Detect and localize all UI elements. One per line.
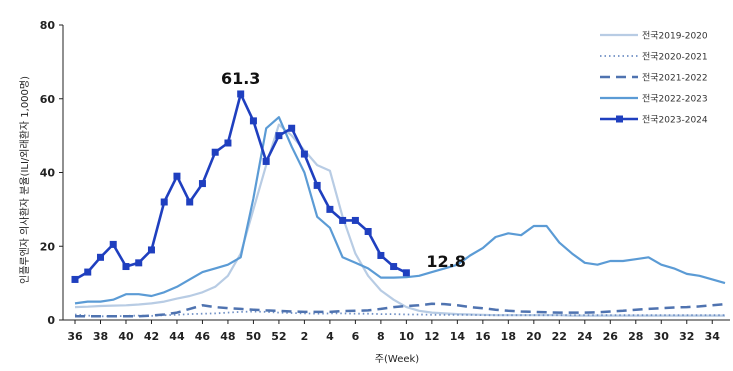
series-line-1: [74, 123, 725, 317]
x-tick-label: 14: [450, 330, 466, 343]
x-tick-label: 48: [220, 330, 235, 343]
data-point-marker: [96, 253, 104, 261]
data-point-marker: [198, 180, 206, 188]
x-axis-title: 주(Week): [375, 354, 419, 365]
y-tick-label: 60: [40, 93, 56, 106]
data-point-marker: [122, 263, 130, 271]
legend-label: 전국2021-2022: [642, 73, 708, 84]
data-point-marker: [109, 240, 117, 248]
annotation-label: 12.8: [426, 252, 465, 271]
data-point-marker: [173, 172, 181, 180]
x-tick-label: 42: [144, 330, 159, 343]
series-line-3: [75, 302, 726, 318]
data-point-marker: [71, 275, 79, 283]
data-point-marker: [249, 117, 257, 125]
x-tick-label: 12: [424, 330, 439, 343]
x-tick-label: 16: [475, 330, 491, 343]
x-tick-label: 8: [377, 330, 385, 343]
legend-label: 전국2022-2023: [642, 94, 708, 105]
x-tick-label: 26: [603, 330, 619, 343]
data-point-marker: [390, 263, 398, 271]
legend: 전국2019-2020 전국2020-2021 전국2021-2022 전국2022-…: [600, 31, 708, 126]
data-point-marker: [377, 251, 385, 259]
annotation-label: 61.3: [221, 69, 260, 88]
legend-marker: [616, 115, 623, 123]
x-tick-label: 38: [93, 330, 108, 343]
series-layer: [71, 90, 726, 318]
series-line-4: [74, 116, 726, 305]
x-tick-label: 36: [67, 330, 83, 343]
x-tick-label: 50: [246, 330, 262, 343]
series-line-2: [74, 310, 725, 318]
data-point-marker: [262, 157, 270, 165]
x-tick-label: 52: [271, 330, 286, 343]
data-point-marker: [135, 259, 143, 267]
data-point-marker: [147, 246, 155, 254]
legend-label: 전국2020-2021: [642, 52, 708, 63]
y-axis-title: 인플루엔자 의사환자 분율(ILI/외래환자 1,000명): [19, 76, 31, 284]
y-tick-label: 20: [40, 240, 56, 253]
x-tick-label: 40: [118, 330, 134, 343]
data-point-marker: [313, 181, 321, 189]
x-tick-label: 4: [326, 330, 334, 343]
annotations: 61.3 12.8: [221, 69, 466, 271]
data-point-marker: [351, 216, 359, 224]
y-tick-label: 40: [40, 167, 56, 180]
data-point-marker: [364, 228, 372, 235]
x-tick-label: 34: [705, 330, 721, 343]
y-tick-label: 0: [47, 314, 55, 327]
data-point-marker: [339, 216, 347, 224]
data-point-marker: [211, 148, 219, 156]
x-tick-label: 46: [195, 330, 211, 343]
legend-label: 전국2023-2024: [642, 115, 708, 126]
x-tick-label: 44: [169, 330, 185, 343]
data-point-marker: [300, 150, 308, 158]
data-point-marker: [224, 139, 232, 147]
x-tick-label: 6: [352, 330, 360, 343]
data-point-marker: [186, 198, 194, 206]
x-tick-label: 2: [301, 330, 309, 343]
x-tick-label: 32: [679, 330, 694, 343]
x-tick-label: 28: [628, 330, 643, 343]
data-point-marker: [275, 132, 283, 140]
x-tick-label: 10: [399, 330, 415, 343]
data-point-marker: [237, 90, 245, 98]
x-tick-label: 24: [577, 330, 593, 343]
x-tick-label: 20: [526, 330, 542, 343]
data-point-marker: [160, 198, 168, 206]
x-tick-label: 30: [654, 330, 670, 343]
x-tick-label: 18: [501, 330, 516, 343]
data-point-marker: [402, 269, 410, 277]
y-tick-label: 80: [40, 19, 56, 32]
legend-label: 전국2019-2020: [642, 31, 708, 42]
data-point-marker: [84, 268, 92, 276]
x-tick-label: 22: [552, 330, 567, 343]
data-point-marker: [288, 124, 296, 132]
data-point-marker: [326, 205, 334, 213]
